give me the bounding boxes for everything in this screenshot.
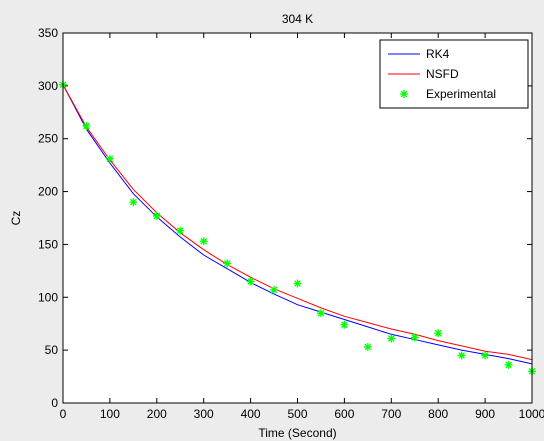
- x-tick-label: 900: [475, 407, 495, 421]
- experimental-point: [410, 333, 419, 342]
- y-axis-title: Cz: [9, 211, 23, 226]
- experimental-point: [129, 198, 138, 207]
- experimental-point: [82, 122, 91, 131]
- x-tick-label: 200: [147, 407, 167, 421]
- experimental-point: [223, 259, 232, 268]
- y-tick-label: 150: [38, 237, 58, 251]
- y-tick-label: 250: [38, 132, 58, 146]
- experimental-point: [434, 329, 443, 338]
- x-tick-label: 800: [428, 407, 448, 421]
- x-tick-label: 0: [60, 407, 67, 421]
- x-tick-label: 400: [241, 407, 261, 421]
- y-tick-label: 50: [45, 343, 59, 357]
- x-tick-label: 500: [287, 407, 307, 421]
- legend-item-rk4-label: RK4: [426, 47, 450, 61]
- y-tick-label: 100: [38, 290, 58, 304]
- y-tick-label: 200: [38, 185, 58, 199]
- legend-item-experimental-label: Experimental: [426, 87, 496, 101]
- plot-frame: [62, 32, 533, 404]
- experimental-point: [504, 360, 513, 369]
- experimental-point: [457, 351, 466, 360]
- x-tick-label: 600: [334, 407, 354, 421]
- x-tick-label: 700: [381, 407, 401, 421]
- legend-item-nsfd-label: NSFD: [426, 67, 459, 81]
- x-tick-label: 1000: [519, 407, 544, 421]
- legend-box: [379, 39, 529, 109]
- x-tick-label: 300: [194, 407, 214, 421]
- y-tick-label: 300: [38, 79, 58, 93]
- chart-title: 304 K: [282, 12, 313, 26]
- experimental-point: [199, 237, 208, 246]
- y-tick-label: 350: [38, 26, 58, 40]
- series-line-nsfd: [62, 84, 533, 361]
- legend-item-experimental-swatch: [400, 90, 408, 98]
- legend: RK4 NSFD Experimental: [379, 39, 529, 109]
- experimental-point: [270, 285, 279, 294]
- experimental-point: [293, 279, 302, 288]
- x-tick-label: 100: [100, 407, 120, 421]
- experimental-point: [387, 334, 396, 343]
- experimental-point: [340, 320, 349, 329]
- experimental-point: [316, 309, 325, 318]
- y-tick-label: 0: [51, 396, 58, 410]
- experimental-point: [246, 277, 255, 286]
- series-line-rk4: [62, 84, 533, 365]
- experimental-point: [363, 342, 372, 351]
- experimental-point: [481, 351, 490, 360]
- experimental-point: [105, 154, 114, 163]
- x-axis-title: Time (Second): [258, 426, 336, 440]
- experimental-point: [176, 226, 185, 235]
- experimental-point: [152, 211, 161, 220]
